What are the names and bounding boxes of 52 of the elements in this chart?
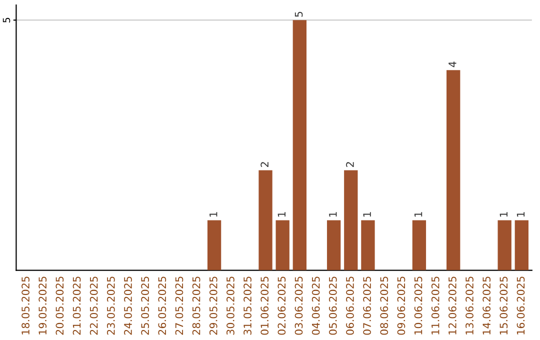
- bar: [207, 220, 222, 270]
- bar: [498, 220, 512, 270]
- x-tick-label: 05.06.2025: [328, 276, 337, 335]
- data-label: 2: [260, 162, 268, 167]
- x-tick-label: 23.05.2025: [106, 276, 115, 335]
- x-tick-label: 01.06.2025: [260, 276, 269, 335]
- bar: [258, 170, 272, 270]
- x-tick-label: 13.06.2025: [466, 276, 474, 334]
- x-tick-label: 04.06.2025: [312, 276, 320, 335]
- x-tick-label: 10.06.2025: [414, 276, 422, 334]
- x-tick-label: 03.06.2025: [294, 276, 303, 335]
- x-tick-label: 18.05.2025: [22, 276, 30, 334]
- data-label: 2: [346, 162, 354, 167]
- x-tick-label: 14.06.2025: [482, 276, 491, 334]
- x-tick-label: 11.06.2025: [431, 276, 440, 334]
- x-tick-label: 26.05.2025: [158, 276, 166, 335]
- data-label: 1: [500, 212, 508, 217]
- x-tick-label: 09.06.2025: [397, 276, 406, 335]
- x-tick-label: 08.06.2025: [380, 276, 388, 335]
- bar: [344, 170, 358, 270]
- x-tick-label: 30.05.2025: [226, 276, 234, 335]
- bar: [514, 220, 528, 270]
- data-label: 4: [448, 62, 456, 68]
- bar: [276, 220, 290, 270]
- data-label: 1: [278, 212, 286, 217]
- x-tick-label: 16.06.2025: [516, 276, 525, 334]
- x-tick-label: 28.05.2025: [192, 276, 200, 335]
- x-tick-label: 19.05.2025: [38, 276, 47, 334]
- x-tick-label: 21.05.2025: [72, 276, 81, 335]
- bar: [446, 70, 460, 270]
- bar: [412, 220, 426, 270]
- data-label: 1: [329, 212, 337, 217]
- data-label: 1: [210, 212, 218, 217]
- x-tick-label: 22.05.2025: [90, 276, 98, 335]
- data-label: 5: [294, 12, 303, 17]
- x-tick-label: 20.05.2025: [56, 276, 64, 335]
- x-tick-label: 25.05.2025: [141, 276, 149, 335]
- x-tick-label: 15.06.2025: [500, 276, 508, 334]
- x-tick-label: 06.06.2025: [346, 276, 354, 335]
- bar: [292, 20, 306, 270]
- x-tick-label: 24.05.2025: [124, 276, 132, 335]
- data-label: 1: [414, 212, 422, 217]
- data-label: 1: [516, 212, 525, 217]
- data-label: 1: [363, 212, 371, 217]
- x-tick-label: 12.06.2025: [448, 276, 456, 334]
- bar: [361, 220, 375, 270]
- x-tick-label: 31.05.2025: [244, 276, 252, 335]
- x-tick-label: 27.05.2025: [175, 276, 184, 335]
- bar: [326, 220, 341, 270]
- x-tick-label: 02.06.2025: [278, 276, 286, 335]
- x-tick-label: 07.06.2025: [363, 276, 371, 335]
- x-tick-label: 29.05.2025: [209, 276, 218, 335]
